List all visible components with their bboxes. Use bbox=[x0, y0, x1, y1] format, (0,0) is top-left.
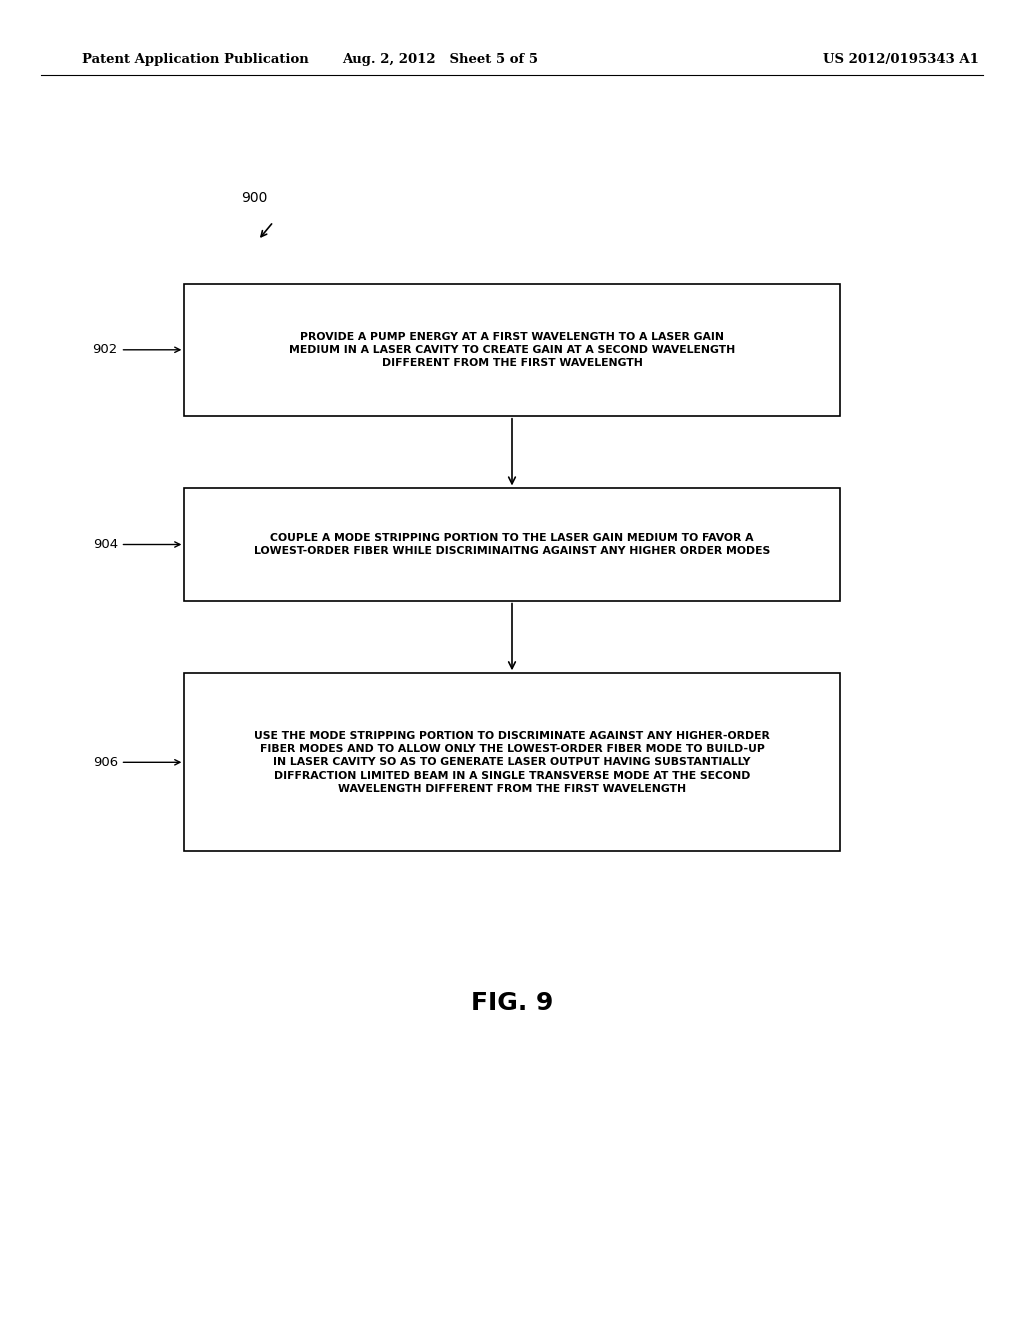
Text: FIG. 9: FIG. 9 bbox=[471, 991, 553, 1015]
Text: 906: 906 bbox=[92, 756, 180, 768]
FancyBboxPatch shape bbox=[184, 284, 840, 416]
Text: 900: 900 bbox=[241, 190, 267, 205]
Text: 902: 902 bbox=[92, 343, 180, 356]
Text: USE THE MODE STRIPPING PORTION TO DISCRIMINATE AGAINST ANY HIGHER-ORDER
FIBER MO: USE THE MODE STRIPPING PORTION TO DISCRI… bbox=[254, 731, 770, 793]
Text: US 2012/0195343 A1: US 2012/0195343 A1 bbox=[823, 53, 979, 66]
FancyBboxPatch shape bbox=[184, 673, 840, 851]
Text: Aug. 2, 2012   Sheet 5 of 5: Aug. 2, 2012 Sheet 5 of 5 bbox=[342, 53, 539, 66]
Text: COUPLE A MODE STRIPPING PORTION TO THE LASER GAIN MEDIUM TO FAVOR A
LOWEST-ORDER: COUPLE A MODE STRIPPING PORTION TO THE L… bbox=[254, 533, 770, 556]
Text: Patent Application Publication: Patent Application Publication bbox=[82, 53, 308, 66]
FancyBboxPatch shape bbox=[184, 488, 840, 601]
Text: PROVIDE A PUMP ENERGY AT A FIRST WAVELENGTH TO A LASER GAIN
MEDIUM IN A LASER CA: PROVIDE A PUMP ENERGY AT A FIRST WAVELEN… bbox=[289, 331, 735, 368]
Text: 904: 904 bbox=[92, 539, 180, 550]
